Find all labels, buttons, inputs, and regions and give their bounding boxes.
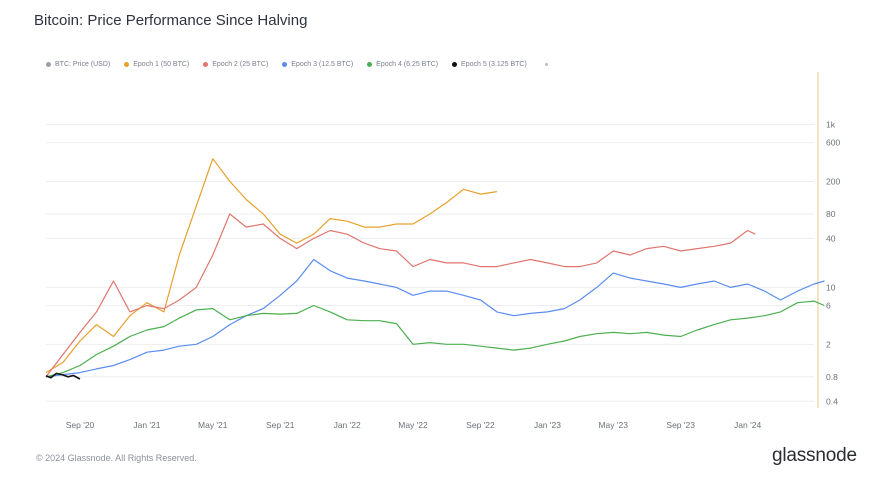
chart-legend: BTC: Price (USD) Epoch 1 (50 BTC) Epoch … xyxy=(46,58,548,70)
chart-title: Bitcoin: Price Performance Since Halving xyxy=(34,12,308,29)
y-tick-label: 600 xyxy=(826,138,840,148)
copyright-text: © 2024 Glassnode. All Rights Reserved. xyxy=(36,453,197,463)
y-tick-label: 40 xyxy=(826,233,836,243)
x-tick-label: Jan '22 xyxy=(334,420,361,430)
legend-item[interactable]: Epoch 2 (25 BTC) xyxy=(203,61,268,68)
legend-label: BTC: Price (USD) xyxy=(55,60,111,68)
x-tick-label: Jan '21 xyxy=(133,420,160,430)
y-tick-label: 0.8 xyxy=(826,372,838,382)
y-tick-label: 6 xyxy=(826,300,831,310)
glassnode-logo: glassnode xyxy=(772,445,857,466)
legend-item[interactable]: Epoch 3 (12.5 BTC) xyxy=(282,61,353,68)
legend-marker xyxy=(452,61,458,67)
legend-item[interactable]: Epoch 5 (3.125 BTC) xyxy=(452,61,527,68)
y-tick-label: 1k xyxy=(826,120,836,130)
y-tick-label: 2 xyxy=(826,339,831,349)
series-line xyxy=(45,258,825,378)
legend-label: Epoch 5 (3.125 BTC) xyxy=(461,60,527,68)
y-tick-label: 10 xyxy=(826,282,836,292)
x-tick-label: Sep '20 xyxy=(66,420,95,430)
x-tick-label: Sep '21 xyxy=(266,420,295,430)
legend-item[interactable]: BTC: Price (USD) xyxy=(46,61,110,68)
x-tick-label: Sep '22 xyxy=(466,420,495,430)
legend-item[interactable]: Epoch 1 (50 BTC) xyxy=(124,61,189,68)
y-tick-label: 200 xyxy=(826,176,840,186)
y-tick-label: 80 xyxy=(826,209,836,219)
x-tick-label: Sep '23 xyxy=(666,420,695,430)
x-tick-label: May '23 xyxy=(598,420,628,430)
legend-label: Epoch 1 (50 BTC) xyxy=(133,60,190,68)
legend-more-dot[interactable] xyxy=(544,62,548,66)
legend-marker xyxy=(282,61,288,67)
legend-item[interactable]: Epoch 4 (6.25 BTC) xyxy=(367,61,438,68)
x-tick-label: May '21 xyxy=(198,420,228,430)
legend-label: Epoch 3 (12.5 BTC) xyxy=(291,60,354,68)
legend-marker xyxy=(46,61,51,67)
series-line xyxy=(45,158,497,374)
x-tick-label: Jan '24 xyxy=(734,420,761,430)
series-line xyxy=(45,300,825,378)
legend-label: Epoch 4 (6.25 BTC) xyxy=(376,60,439,68)
series-line xyxy=(45,213,756,378)
y-tick-label: 0.4 xyxy=(826,396,838,406)
legend-marker xyxy=(367,61,373,67)
legend-marker xyxy=(124,61,130,67)
legend-label: Epoch 2 (25 BTC) xyxy=(212,60,269,68)
x-tick-label: May '22 xyxy=(398,420,428,430)
legend-marker xyxy=(203,61,209,67)
x-tick-label: Jan '23 xyxy=(534,420,561,430)
series-line xyxy=(45,372,81,380)
